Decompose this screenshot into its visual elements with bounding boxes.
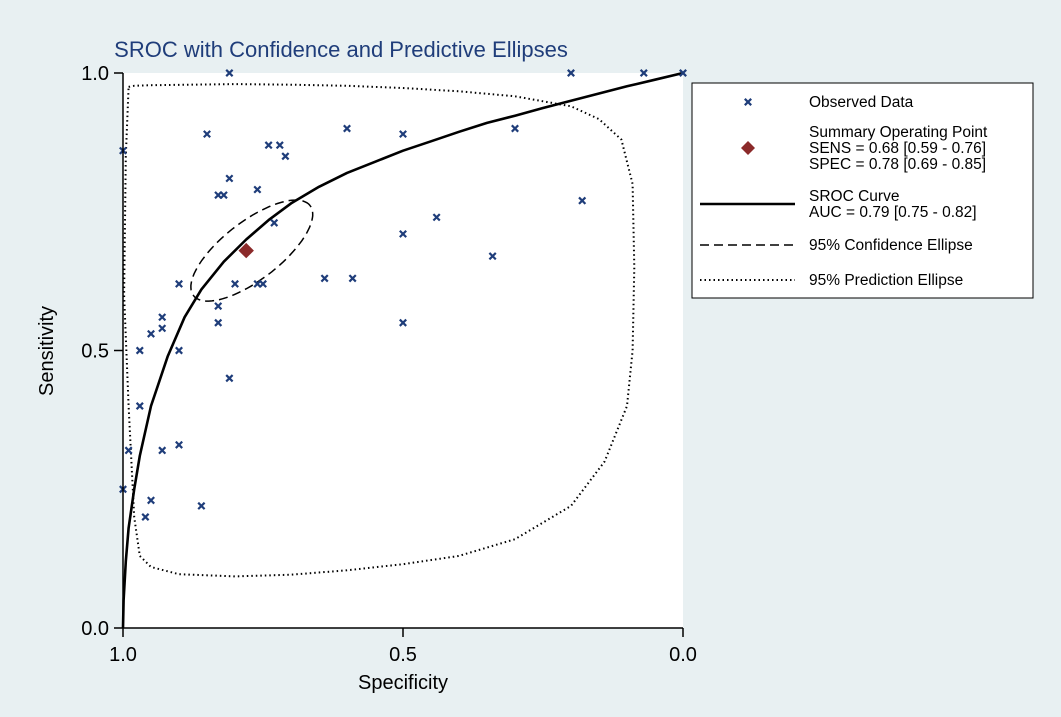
observed-data-point — [348, 274, 357, 283]
observed-data-point — [214, 302, 223, 311]
confidence-ellipse — [190, 199, 314, 302]
observed-data-point — [639, 69, 648, 77]
observed-data-point — [679, 69, 687, 77]
observed-data-point — [214, 191, 223, 200]
x-tick-label: 1.0 — [109, 644, 137, 666]
legend-text: 95% Prediction Ellipse — [809, 272, 963, 289]
observed-data-point — [203, 130, 211, 139]
observed-data-point — [135, 346, 144, 355]
observed-data-point — [399, 318, 407, 327]
observed-data-point — [175, 279, 183, 288]
sroc-curve — [121, 71, 684, 629]
legend-text: SPEC = 0.78 [0.69 - 0.85] — [809, 156, 986, 173]
observed-data-point — [343, 124, 351, 133]
x-tick-label: 0.5 — [389, 644, 417, 666]
legend-text: Observed Data — [809, 94, 914, 111]
y-tick-label: 1.0 — [81, 63, 109, 85]
observed-data-point — [158, 324, 167, 333]
observed-data-point — [320, 274, 329, 283]
observed-data-point — [488, 252, 497, 261]
y-axis-label: Sensitivity — [36, 306, 58, 396]
observed-data-point — [511, 124, 519, 133]
observed-data-point — [432, 213, 441, 222]
legend-observed-marker — [744, 98, 752, 106]
observed-data-point — [253, 185, 262, 194]
y-tick-label: 0.0 — [81, 618, 109, 640]
prediction-ellipse — [123, 83, 636, 578]
observed-data-point — [147, 496, 155, 505]
observed-data-point — [270, 218, 279, 227]
observed-data-point — [158, 446, 167, 455]
observed-data-point — [135, 402, 144, 410]
observed-data-point — [578, 196, 587, 205]
axes: 0.0 0.5 1.0 1.0 0.5 0.0 — [81, 63, 697, 666]
observed-data-point — [124, 446, 133, 455]
observed-data-point — [264, 141, 273, 150]
observed-data-point — [225, 69, 234, 77]
legend-text: 95% Confidence Ellipse — [809, 237, 973, 254]
observed-data-point — [147, 329, 155, 338]
observed-data-point — [275, 141, 284, 150]
observed-data-point — [399, 229, 407, 238]
legend-text: SROC Curve — [809, 188, 899, 205]
plot-marks — [119, 69, 687, 629]
observed-data-point — [399, 130, 407, 139]
legend-text: AUC = 0.79 [0.75 - 0.82] — [809, 204, 977, 221]
legend-text: Summary Operating Point — [809, 124, 988, 141]
x-axis-label: Specificity — [358, 672, 448, 694]
observed-data-point — [225, 174, 234, 183]
observed-data-point — [231, 279, 239, 288]
observed-data-point — [253, 279, 262, 288]
observed-data-point — [197, 501, 206, 510]
summary-operating-point — [238, 242, 254, 259]
plot-area — [123, 73, 683, 628]
legend-box — [691, 82, 1034, 299]
observed-data-point — [141, 513, 150, 521]
chart-title: SROC with Confidence and Predictive Elli… — [114, 37, 568, 62]
observed-data-point — [158, 313, 167, 322]
legend-summary-marker — [741, 141, 755, 155]
observed-data-point — [175, 440, 183, 449]
observed-data-point — [225, 374, 234, 383]
legend: Observed Data Summary Operating PointSENS… — [691, 82, 1034, 299]
legend-text: SENS = 0.68 [0.59 - 0.76] — [809, 140, 986, 157]
observed-data-point — [175, 346, 183, 355]
x-tick-label: 0.0 — [669, 644, 697, 666]
y-tick-label: 0.5 — [81, 341, 109, 363]
observed-data-point — [567, 69, 575, 77]
observed-data-point — [214, 318, 223, 327]
observed-data-point — [281, 152, 290, 161]
